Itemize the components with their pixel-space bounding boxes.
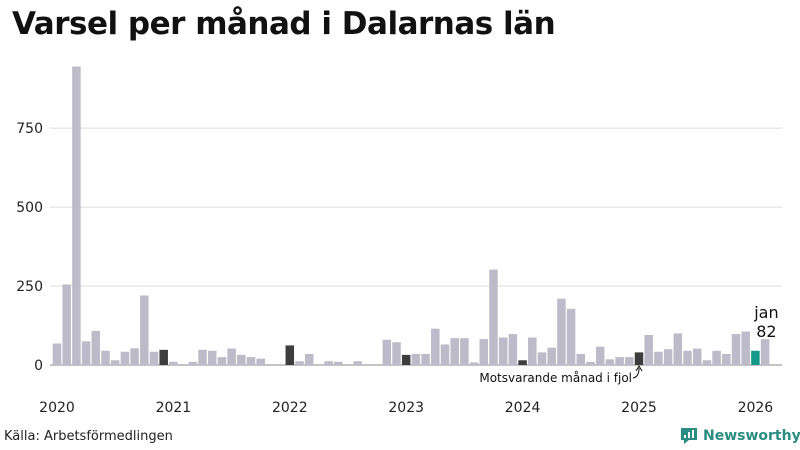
bar-2021-03 <box>188 361 198 365</box>
x-tick-label: 2020 <box>39 400 75 416</box>
bar-2025-03 <box>654 351 663 365</box>
source-note: Källa: Arbetsförmedlingen <box>4 429 173 444</box>
bar-2021-01 <box>169 361 178 365</box>
bar-2023-08 <box>469 362 479 365</box>
bar-2026-02 <box>760 339 770 365</box>
x-axis-labels: 2020 2021 2022 2023 2024 2025 2026 <box>39 400 773 416</box>
y-tick-label: 500 <box>16 200 43 216</box>
bar-2023-05 <box>440 344 450 365</box>
bar-2021-10 <box>256 358 265 365</box>
bar-2023-01 <box>401 354 411 365</box>
bar-2020-07 <box>110 360 120 365</box>
bar-2024-07 <box>576 353 586 365</box>
bar-2023-06 <box>450 338 459 365</box>
y-axis-labels: 0 250 500 750 <box>16 121 43 374</box>
bar-2024-06 <box>566 308 576 365</box>
bar-2020-01 <box>52 343 62 365</box>
bar-2020-03 <box>72 66 81 365</box>
annotation-arrowhead <box>635 365 643 372</box>
current-month-label: jan <box>753 303 778 322</box>
y-tick-label: 0 <box>34 358 43 374</box>
bar-2025-04 <box>663 349 673 365</box>
gridlines <box>50 127 782 366</box>
bar-2020-10 <box>140 295 149 365</box>
bar-2025-06 <box>683 350 692 365</box>
x-tick-label: 2024 <box>505 400 541 416</box>
bar-2025-07 <box>692 348 702 365</box>
bar-2023-03 <box>421 353 430 365</box>
bar-2021-05 <box>207 350 217 365</box>
annotation-arrow <box>632 367 640 379</box>
bar-2024-01 <box>518 360 527 365</box>
bar-2020-12 <box>159 349 168 365</box>
bar-2021-09 <box>246 357 256 365</box>
bar-2023-07 <box>460 338 469 365</box>
bar-2025-11 <box>731 334 741 365</box>
bar-2022-08 <box>353 361 362 365</box>
bar-2026-01 <box>751 350 760 365</box>
bar-2020-11 <box>149 351 159 365</box>
bars <box>52 66 770 365</box>
bar-2024-02 <box>528 337 537 365</box>
x-tick-label: 2025 <box>621 400 657 416</box>
bar-2023-12 <box>508 334 518 365</box>
x-tick-label: 2022 <box>272 400 308 416</box>
bar-2025-02 <box>644 335 653 365</box>
bar-2025-01 <box>634 352 644 365</box>
newsworthy-logo-icon <box>681 428 697 444</box>
bar-2020-09 <box>130 348 139 365</box>
bar-2025-08 <box>702 360 712 365</box>
bar-2023-10 <box>489 269 498 365</box>
bar-2021-08 <box>237 354 246 365</box>
brand-name: Newsworthy <box>703 428 800 444</box>
x-tick-label: 2023 <box>388 400 424 416</box>
bar-2024-04 <box>547 347 556 365</box>
last-year-annotation: Motsvarande månad i fjol <box>479 371 632 385</box>
bar-2022-06 <box>334 361 343 365</box>
bar-2022-03 <box>304 353 314 365</box>
bar-2024-12 <box>625 357 634 365</box>
bar-2020-04 <box>81 341 91 365</box>
brand-logo: Newsworthy <box>680 427 800 445</box>
bar-2021-06 <box>217 357 227 365</box>
bar-2020-02 <box>62 284 71 365</box>
bar-2022-02 <box>295 361 304 365</box>
bar-2022-05 <box>324 361 333 365</box>
bar-2025-12 <box>741 331 750 365</box>
bar-2024-09 <box>595 346 605 365</box>
chart-title: Varsel per månad i Dalarnas län <box>12 6 556 42</box>
bar-2020-06 <box>101 350 110 365</box>
bar-2023-11 <box>498 337 508 365</box>
bar-2023-09 <box>479 339 489 365</box>
x-tick-label: 2026 <box>738 400 774 416</box>
bar-2024-03 <box>537 352 547 365</box>
bar-2022-01 <box>285 345 295 365</box>
bar-2025-09 <box>712 350 721 365</box>
bar-2020-05 <box>91 330 101 365</box>
bar-2021-04 <box>198 349 207 365</box>
bar-2022-12 <box>392 342 401 365</box>
x-tick-label: 2021 <box>156 400 192 416</box>
y-tick-label: 250 <box>16 279 43 295</box>
bar-2024-08 <box>586 361 595 365</box>
bar-2025-10 <box>722 353 731 365</box>
bar-2024-05 <box>557 298 566 365</box>
bar-2021-07 <box>227 348 236 365</box>
bar-2020-08 <box>120 351 130 365</box>
bar-2024-11 <box>615 357 624 365</box>
bar-2023-02 <box>411 353 421 365</box>
current-value-label: 82 <box>756 322 776 341</box>
bar-2023-04 <box>431 328 440 365</box>
bar-2022-11 <box>382 339 392 365</box>
y-tick-label: 750 <box>16 121 43 137</box>
bar-2024-10 <box>605 359 615 365</box>
bar-2025-05 <box>673 333 683 365</box>
